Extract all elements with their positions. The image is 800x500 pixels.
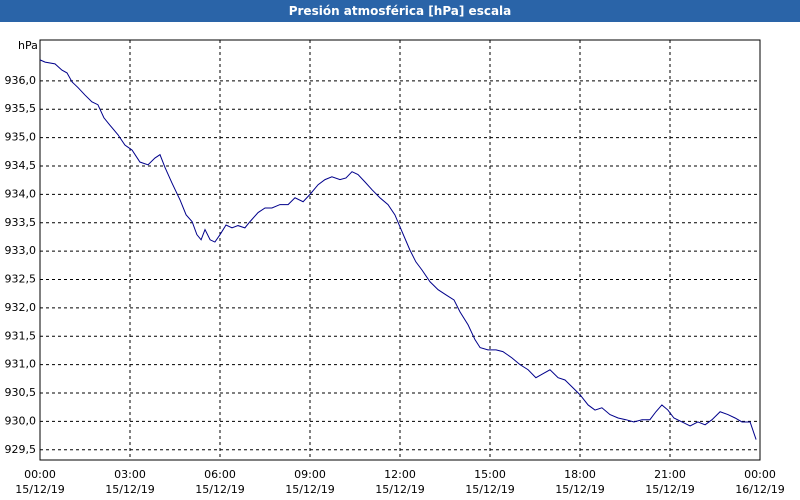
x-tick-label: 15/12/19 xyxy=(15,483,64,496)
y-tick-label: 935,0 xyxy=(5,131,37,144)
x-tick-label: 15/12/19 xyxy=(645,483,694,496)
y-tick-label: 936,0 xyxy=(5,74,37,87)
x-tick-label: 15:00 xyxy=(474,468,506,481)
x-tick-label: 15/12/19 xyxy=(105,483,154,496)
x-tick-label: 15/12/19 xyxy=(285,483,334,496)
x-tick-label: 09:00 xyxy=(294,468,326,481)
x-tick-label: 15/12/19 xyxy=(375,483,424,496)
x-tick-label: 00:00 xyxy=(24,468,56,481)
plot-frame xyxy=(39,39,761,461)
x-tick-label: 06:00 xyxy=(204,468,236,481)
y-tick-label: 933,0 xyxy=(5,244,37,257)
x-tick-label: 00:00 xyxy=(744,468,776,481)
x-tick-label: 16/12/19 xyxy=(735,483,784,496)
y-unit: hPa xyxy=(18,39,38,52)
y-tick-label: 933,5 xyxy=(5,216,37,229)
data-line xyxy=(39,59,757,440)
x-tick-label: 15/12/19 xyxy=(195,483,244,496)
title-bar: Presión atmosférica [hPa] escala xyxy=(0,0,800,22)
y-tick-label: 932,0 xyxy=(5,301,37,314)
y-tick-label: 934,0 xyxy=(5,187,37,200)
x-tick-label: 18:00 xyxy=(564,468,596,481)
x-tick-label: 21:00 xyxy=(654,468,686,481)
y-tick-label: 930,5 xyxy=(5,386,37,399)
y-tick-label: 929,5 xyxy=(5,443,37,456)
x-tick-label: 15/12/19 xyxy=(465,483,514,496)
y-tick-label: 935,5 xyxy=(5,102,37,115)
y-tick-label: 930,0 xyxy=(5,414,37,427)
y-tick-label: 932,5 xyxy=(5,273,37,286)
y-tick-label: 931,0 xyxy=(5,358,37,371)
x-tick-label: 12:00 xyxy=(384,468,416,481)
y-tick-label: 931,5 xyxy=(5,329,37,342)
x-tick-label: 03:00 xyxy=(114,468,146,481)
y-tick-label: 934,5 xyxy=(5,159,37,172)
x-tick-label: 15/12/19 xyxy=(555,483,604,496)
